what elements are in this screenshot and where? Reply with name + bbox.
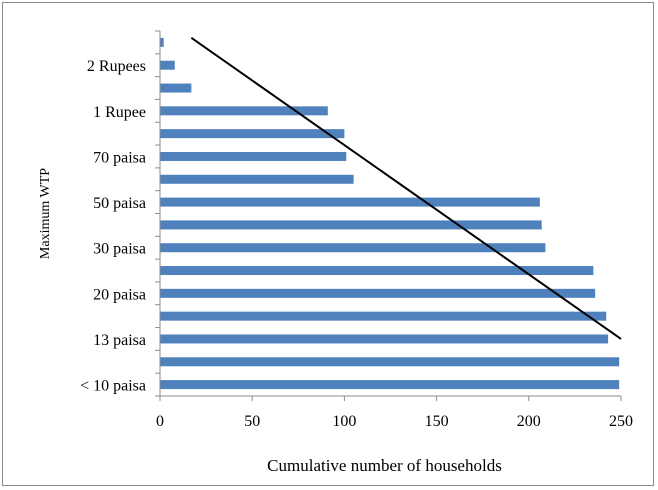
bar — [160, 60, 175, 70]
bar — [160, 83, 192, 93]
bar — [160, 197, 540, 207]
y-tick-label: < 10 paisa — [80, 378, 146, 395]
y-tick-label: 2 Rupees — [87, 58, 146, 75]
x-tick-label: 0 — [156, 413, 164, 430]
bar — [160, 37, 164, 47]
bar — [160, 380, 620, 390]
x-tick-label: 200 — [517, 413, 541, 430]
bar — [160, 129, 345, 139]
y-tick-label: 20 paisa — [93, 286, 146, 303]
x-tick-label: 250 — [609, 413, 633, 430]
y-tick-label: 70 paisa — [93, 149, 146, 166]
bar — [160, 174, 354, 184]
bar — [160, 311, 607, 321]
y-tick-label: 30 paisa — [93, 241, 146, 258]
bar — [160, 334, 609, 344]
y-tick-label: 50 paisa — [93, 195, 146, 212]
y-tick-label: 1 Rupee — [93, 104, 146, 121]
bar — [160, 243, 546, 253]
bar — [160, 151, 347, 161]
bar — [160, 106, 328, 116]
bar — [160, 288, 596, 298]
tick-labels: < 10 paisa 13 paisa 20 paisa 30 paisa 50 pai… — [80, 30, 633, 430]
bar — [160, 266, 594, 276]
x-axis-label: Cumulative number of households — [267, 456, 502, 475]
y-tick-label: 13 paisa — [93, 332, 146, 349]
y-axis-label: Maximum WTP — [38, 168, 53, 259]
bar — [160, 357, 620, 367]
bars — [160, 37, 620, 390]
x-tick-label: 100 — [332, 413, 356, 430]
bar — [160, 220, 542, 230]
x-tick-label: 50 — [244, 413, 260, 430]
x-tick-label: 150 — [425, 413, 449, 430]
trend-line — [190, 37, 622, 340]
